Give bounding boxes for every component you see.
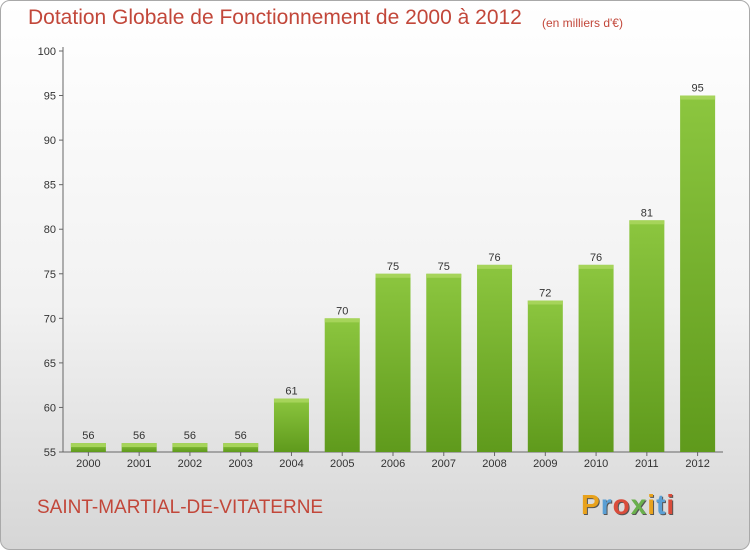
y-tick-label: 75: [44, 269, 56, 281]
chart-title: Dotation Globale de Fonctionnement de 20…: [28, 6, 522, 29]
bar: [375, 273, 411, 452]
x-tick-label: 2004: [279, 458, 303, 470]
bar-top: [121, 443, 157, 448]
data-label: 76: [590, 252, 602, 264]
bar: [477, 264, 513, 452]
bar: [172, 443, 208, 452]
bar: [426, 273, 462, 452]
x-tick-label: 2007: [432, 458, 456, 470]
bar-top: [172, 443, 208, 448]
data-label: 75: [438, 261, 450, 273]
data-label: 56: [235, 430, 247, 442]
bar-top: [324, 318, 360, 323]
bar-top: [375, 273, 411, 278]
bar: [680, 95, 716, 453]
y-tick-label: 55: [44, 447, 56, 459]
logo-letter: i: [666, 489, 676, 520]
data-label: 76: [488, 252, 500, 264]
data-label: 56: [82, 430, 94, 442]
x-tick-label: 2011: [635, 458, 659, 470]
bar: [273, 398, 309, 452]
data-label: 75: [387, 261, 399, 273]
logo-letter: r: [600, 489, 613, 520]
y-tick-label: 80: [44, 224, 56, 236]
x-tick-label: 2002: [178, 458, 202, 470]
proxiti-logo[interactable]: Proxiti: [581, 489, 675, 521]
bar-top: [273, 398, 309, 403]
y-tick-label: 70: [44, 313, 56, 325]
bar-top: [223, 443, 259, 448]
bar: [578, 264, 614, 452]
chart-subtitle: (en milliers d'€): [542, 16, 623, 30]
x-tick-label: 2003: [228, 458, 252, 470]
town-name: SAINT-MARTIAL-DE-VITATERNE: [37, 497, 324, 518]
bar-top: [629, 220, 665, 225]
x-tick-label: 2009: [533, 458, 557, 470]
x-tick-label: 2000: [76, 458, 100, 470]
x-tick-label: 2010: [584, 458, 608, 470]
bar: [70, 443, 106, 452]
y-tick-label: 90: [44, 135, 56, 147]
logo-letter: x: [630, 489, 648, 520]
data-label: 95: [691, 83, 703, 95]
logo-letter: i: [647, 489, 657, 520]
y-tick-label: 100: [38, 46, 56, 58]
logo-letter: P: [581, 489, 601, 520]
bar-top: [527, 300, 563, 305]
data-label: 72: [539, 288, 551, 300]
y-tick-label: 60: [44, 402, 56, 414]
logo-letter: t: [656, 489, 667, 520]
data-label: 70: [336, 305, 348, 317]
data-label: 56: [133, 430, 145, 442]
x-tick-label: 2005: [330, 458, 354, 470]
bar: [223, 443, 259, 452]
y-tick-label: 95: [44, 91, 56, 103]
x-tick-label: 2012: [685, 458, 709, 470]
bar: [527, 300, 563, 452]
bar-top: [477, 264, 513, 269]
bar-top: [578, 264, 614, 269]
bar-top: [680, 95, 716, 100]
bar: [324, 318, 360, 452]
data-label: 81: [641, 207, 653, 219]
x-tick-label: 2008: [482, 458, 506, 470]
bar-top: [70, 443, 106, 448]
x-tick-label: 2006: [381, 458, 405, 470]
y-tick-label: 85: [44, 180, 56, 192]
data-label: 56: [184, 430, 196, 442]
x-tick-label: 2001: [127, 458, 151, 470]
bar-top: [426, 273, 462, 278]
y-tick-label: 65: [44, 358, 56, 370]
bar: [629, 220, 665, 452]
data-label: 61: [285, 386, 297, 398]
logo-letter: o: [612, 489, 631, 520]
bar: [121, 443, 157, 452]
